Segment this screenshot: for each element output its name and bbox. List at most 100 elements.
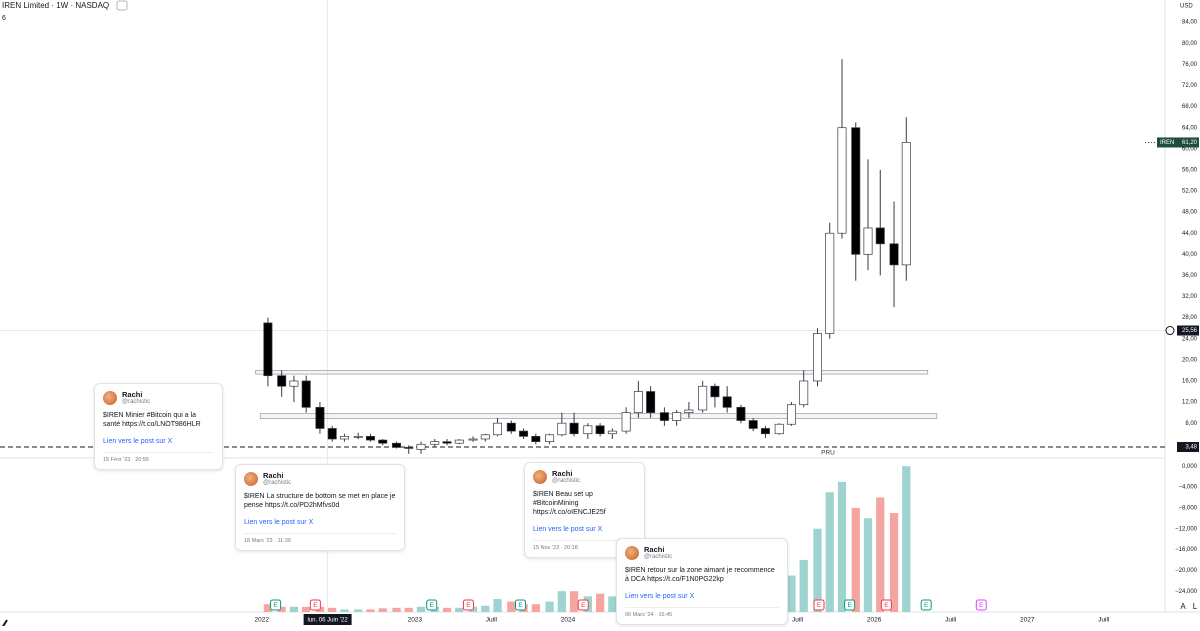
earnings-badge: [462, 599, 474, 611]
candle-body: [480, 434, 490, 440]
earnings-badge: [270, 599, 282, 611]
candle-body: [531, 436, 541, 442]
y-tick-label: 28,00: [1182, 315, 1198, 321]
post-card: Rachi @rachistic $IREN Minier #Bitcoin qui…: [94, 383, 223, 470]
avatar: [625, 545, 639, 560]
y-tick-label: 72,00: [1182, 83, 1198, 89]
pru-tag: [1177, 442, 1199, 453]
indicator-bar: [455, 607, 464, 612]
last-price-symbol: IREN: [1160, 140, 1174, 146]
y-tick-label: 60,00: [1182, 146, 1198, 152]
x-tick-label: 2022: [255, 617, 270, 624]
y-tick-label: 24,00: [1182, 336, 1198, 342]
indicator-tick-label: −24,000: [1175, 589, 1198, 595]
y-tick-label: 76,00: [1182, 62, 1198, 68]
author: Rachi: [644, 545, 665, 554]
candle-body: [851, 127, 861, 255]
candle-body: [339, 436, 349, 440]
x-tick-label: Juill: [486, 617, 498, 624]
y-tick-label: 44,00: [1182, 231, 1198, 237]
post-header: Rachi @rachistic: [625, 545, 779, 560]
indicator-bar: [837, 481, 847, 612]
candle-body: [557, 422, 567, 436]
y-tick-label: 12,00: [1182, 400, 1198, 406]
zone: [255, 370, 929, 375]
post-header: Rachi @rachistic: [244, 471, 396, 486]
chart-title: IREN Limited · 1W · NASDAQ: [2, 1, 109, 10]
y-tick-label: 48,00: [1182, 210, 1198, 216]
handle: @rachistic: [263, 480, 292, 486]
indicator-bar: [481, 605, 490, 612]
indicator-bar: [889, 513, 899, 612]
last-price-label: 61,20: [1182, 140, 1198, 146]
x-tick-label: 2027: [1020, 617, 1035, 624]
candle-body: [633, 391, 643, 413]
candle-body: [659, 412, 669, 421]
candle-body: [736, 406, 746, 421]
earnings-label: E: [430, 602, 435, 609]
scale-button[interactable]: A: [1180, 602, 1186, 611]
crosshair-x-label: lun. 06 Juin '22: [308, 618, 349, 624]
pru-label: 3,48: [1185, 445, 1197, 451]
x-tick-label: Juill: [945, 617, 957, 624]
earnings-label: E: [817, 602, 822, 609]
y-tick-label: 56,00: [1182, 167, 1198, 173]
post-link[interactable]: Lien vers le post sur X: [625, 593, 695, 600]
candle-body: [468, 438, 478, 441]
earnings-badge: [880, 599, 892, 611]
earnings-badge: [309, 599, 321, 611]
crosshair-plus: [1165, 326, 1175, 336]
post-header: Rachi @rachistic: [533, 469, 636, 484]
candle-body: [813, 333, 822, 382]
candle-body: [416, 443, 426, 450]
earnings-label: E: [273, 602, 278, 609]
post-text: $IREN La structure de bottom se met en p…: [244, 493, 396, 509]
post-header: Rachi @rachistic: [103, 390, 214, 405]
candle-body: [825, 232, 835, 334]
candle-body: [684, 409, 694, 413]
candle-body: [430, 441, 440, 445]
earnings-label: E: [466, 602, 471, 609]
candle-body: [672, 412, 682, 421]
candle-body: [327, 428, 337, 440]
candle-body: [442, 441, 452, 444]
indicator-bar: [442, 607, 452, 612]
candle-body: [875, 227, 885, 245]
indicator-bar: [595, 593, 605, 612]
candle-body: [378, 439, 388, 444]
y-tick-label: 40,00: [1182, 252, 1198, 258]
candle-body: [799, 380, 809, 406]
candle-body: [277, 375, 287, 387]
candle-body: [301, 380, 311, 408]
candle-body: [786, 404, 796, 425]
indicator-bar: [354, 609, 363, 612]
indicator-bar: [263, 604, 273, 612]
earnings-badge: [975, 599, 987, 611]
flag-icon[interactable]: [116, 0, 128, 11]
earnings-badge: [920, 599, 932, 611]
y-tick-label: 64,00: [1182, 125, 1198, 131]
post-link[interactable]: Lien vers le post sur X: [103, 438, 173, 445]
candle-body: [621, 412, 631, 432]
scale-button[interactable]: L: [1193, 602, 1198, 611]
zone: [259, 413, 938, 419]
candle-body: [404, 447, 414, 449]
candle-body: [493, 422, 503, 436]
earnings-badge: [426, 599, 438, 611]
y-tick-label: 80,00: [1182, 41, 1198, 47]
indicator-tick-label: 0,000: [1182, 464, 1198, 470]
candle-body: [519, 430, 529, 437]
candle-body: [889, 243, 899, 266]
post-link[interactable]: Lien vers le post sur X: [244, 519, 314, 526]
indicator-bar: [340, 609, 349, 612]
post-link[interactable]: Lien vers le post sur X: [533, 526, 603, 533]
candle-body: [506, 422, 516, 432]
indicator-bar: [608, 596, 617, 612]
candle-body: [774, 423, 784, 435]
candle-body: [569, 422, 579, 435]
indicator-bar: [366, 609, 375, 612]
candle-body: [392, 442, 401, 448]
earnings-badge: [577, 599, 589, 611]
earnings-badge: [813, 599, 825, 611]
